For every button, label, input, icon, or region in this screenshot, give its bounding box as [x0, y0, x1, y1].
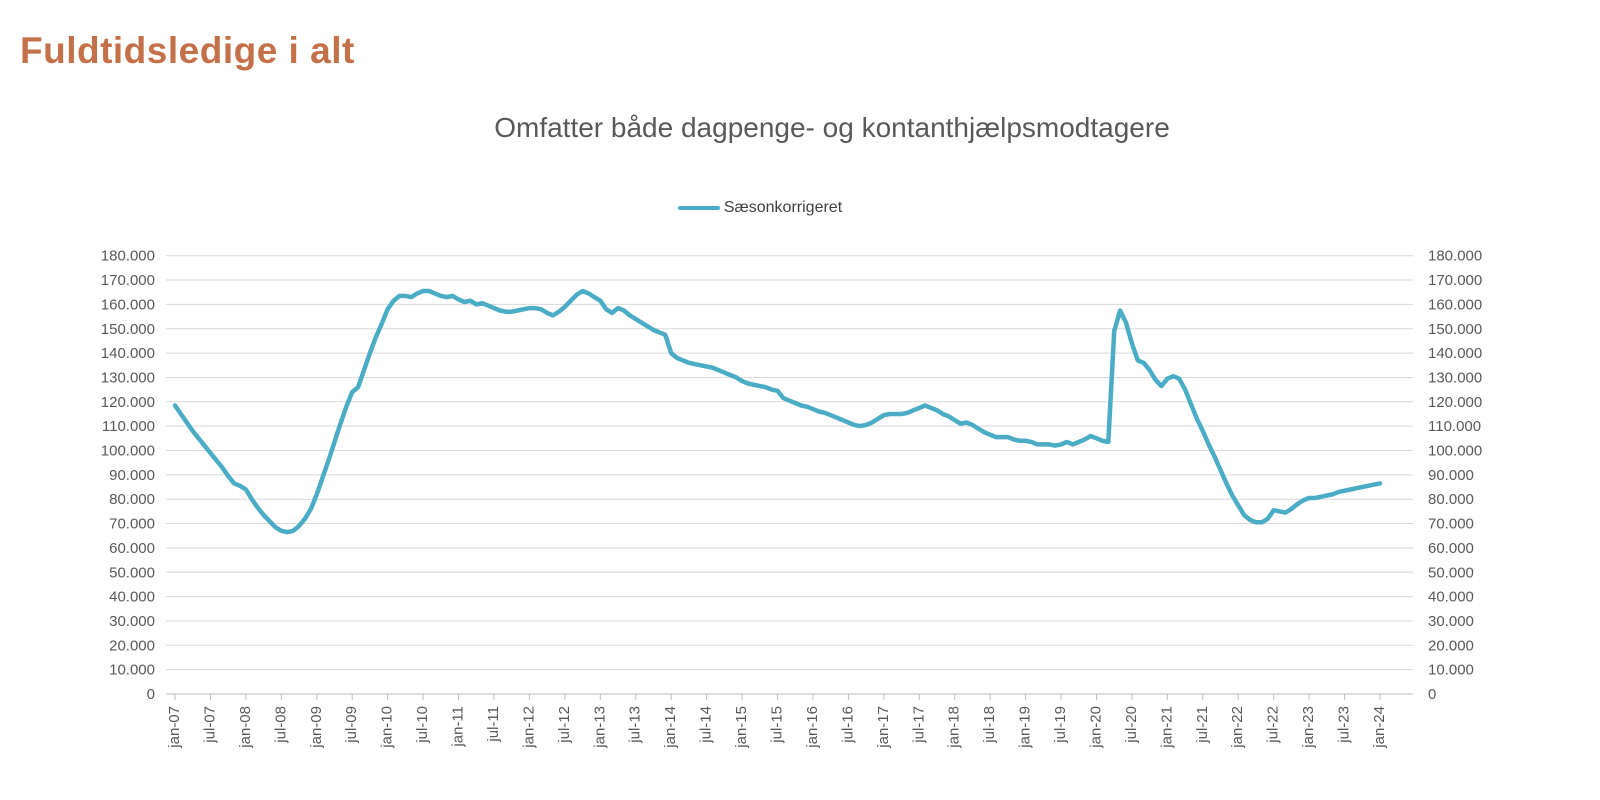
y-axis-label-right: 40.000	[1428, 589, 1474, 606]
y-axis-label-left: 120.000	[101, 394, 155, 411]
y-axis-label-right: 150.000	[1428, 321, 1482, 338]
y-axis-label-right: 30.000	[1428, 613, 1474, 630]
x-axis-label: jul-13	[627, 706, 644, 744]
y-axis-label-right: 130.000	[1428, 369, 1482, 386]
x-axis-label: jan-09	[308, 706, 325, 749]
y-axis-label-left: 0	[147, 686, 155, 703]
y-axis-label-left: 140.000	[101, 345, 155, 362]
page-title: Fuldtidsledige i alt	[20, 30, 355, 71]
y-axis-label-right: 60.000	[1428, 540, 1474, 557]
x-axis-label: jan-19	[1017, 706, 1034, 749]
y-axis-label-left: 170.000	[101, 272, 155, 289]
x-axis-label: jul-17	[910, 706, 927, 744]
x-axis-label: jul-18	[981, 706, 998, 744]
y-axis-label-left: 90.000	[109, 467, 155, 484]
y-axis-label-right: 100.000	[1428, 443, 1482, 460]
x-axis-label: jan-16	[804, 706, 821, 749]
x-axis-label: jul-23	[1336, 706, 1353, 744]
y-axis-label-right: 90.000	[1428, 467, 1474, 484]
series-line-seasonally-adjusted	[172, 288, 1383, 535]
x-axis-label: jul-15	[769, 706, 786, 744]
legend-line-marker-icon	[677, 206, 720, 210]
axes	[166, 693, 1413, 700]
y-axis-label-right: 0	[1428, 686, 1436, 703]
y-axis-label-left: 150.000	[101, 321, 155, 338]
y-axis-label-left: 50.000	[109, 564, 155, 581]
x-axis-label: jan-23	[1300, 706, 1317, 749]
y-axis-label-right: 160.000	[1428, 296, 1482, 313]
x-axis-label: jul-08	[272, 706, 289, 744]
x-axis-label: jan-15	[733, 706, 750, 749]
y-axis-label-left: 10.000	[109, 662, 155, 679]
y-axis-label-right: 10.000	[1428, 662, 1474, 679]
x-axis-label: jan-11	[450, 706, 467, 748]
x-axis-label: jul-19	[1052, 706, 1069, 744]
y-axis-labels-left: 0 10.000 20.000 30.000 40.000 50.000 60.000 70.…	[101, 248, 155, 703]
x-axis-label: jan-13	[591, 706, 608, 749]
x-axis-label: jan-08	[237, 706, 254, 749]
x-axis-label: jul-21	[1194, 706, 1211, 744]
x-axis-label: jan-14	[662, 706, 679, 749]
legend: Sæsonkorrigeret	[660, 199, 860, 217]
y-axis-label-right: 140.000	[1428, 345, 1482, 362]
y-axis-label-right: 20.000	[1428, 637, 1474, 654]
x-axis-label: jul-22	[1265, 706, 1282, 744]
x-axis-label: jan-17	[875, 706, 892, 749]
x-axis-label: jan-22	[1229, 706, 1246, 749]
y-axis-label-right: 120.000	[1428, 394, 1482, 411]
x-axis-label: jan-07	[166, 706, 183, 749]
x-axis-label: jul-07	[201, 706, 218, 744]
y-axis-label-right: 50.000	[1428, 564, 1474, 581]
y-axis-label-left: 40.000	[109, 589, 155, 606]
x-axis-label: jul-20	[1123, 706, 1140, 744]
y-axis-label-left: 60.000	[109, 540, 155, 557]
x-axis-label: jan-12	[520, 706, 537, 749]
y-axis-label-right: 80.000	[1428, 491, 1474, 508]
y-axis-label-left: 130.000	[101, 369, 155, 386]
y-axis-label-right: 170.000	[1428, 272, 1482, 289]
x-axis-label: jan-24	[1371, 706, 1388, 749]
x-axis-label: jul-10	[414, 706, 431, 744]
x-axis-label: jan-20	[1087, 706, 1104, 749]
x-axis-labels: jan-07 jul-07 jan-08 jul-08 jan-09 jul-09 jan-…	[166, 706, 1388, 749]
y-axis-label-left: 20.000	[109, 637, 155, 654]
y-axis-label-right: 110.000	[1428, 418, 1481, 435]
x-axis-label: jan-18	[946, 706, 963, 749]
gridlines	[166, 255, 1413, 671]
x-axis-label: jan-10	[379, 706, 396, 749]
chart-title: Omfatter både dagpenge- og kontanthjælps…	[494, 112, 1170, 143]
series-lines	[172, 288, 1383, 535]
x-axis-label: jul-12	[556, 706, 573, 744]
y-axis-label-left: 100.000	[101, 443, 155, 460]
x-axis-label: jul-14	[698, 706, 715, 744]
x-axis-label: jul-11	[485, 706, 502, 743]
y-axis-label-right: 70.000	[1428, 516, 1474, 533]
y-axis-label-left: 160.000	[101, 296, 155, 313]
y-axis-label-right: 180.000	[1428, 248, 1482, 265]
legend-series-label: Sæsonkorrigeret	[723, 199, 843, 216]
y-axis-label-left: 80.000	[109, 491, 155, 508]
x-axis-label: jul-16	[839, 706, 856, 744]
y-axis-label-left: 70.000	[109, 516, 155, 533]
x-axis-label: jul-09	[343, 706, 360, 744]
x-axis-label: jan-21	[1158, 706, 1175, 749]
y-axis-label-left: 110.000	[102, 418, 155, 435]
y-axis-labels-right: 0 10.000 20.000 30.000 40.000 50.000 60.000 70.…	[1428, 248, 1482, 703]
y-axis-label-left: 180.000	[101, 248, 155, 265]
y-axis-label-left: 30.000	[109, 613, 155, 630]
